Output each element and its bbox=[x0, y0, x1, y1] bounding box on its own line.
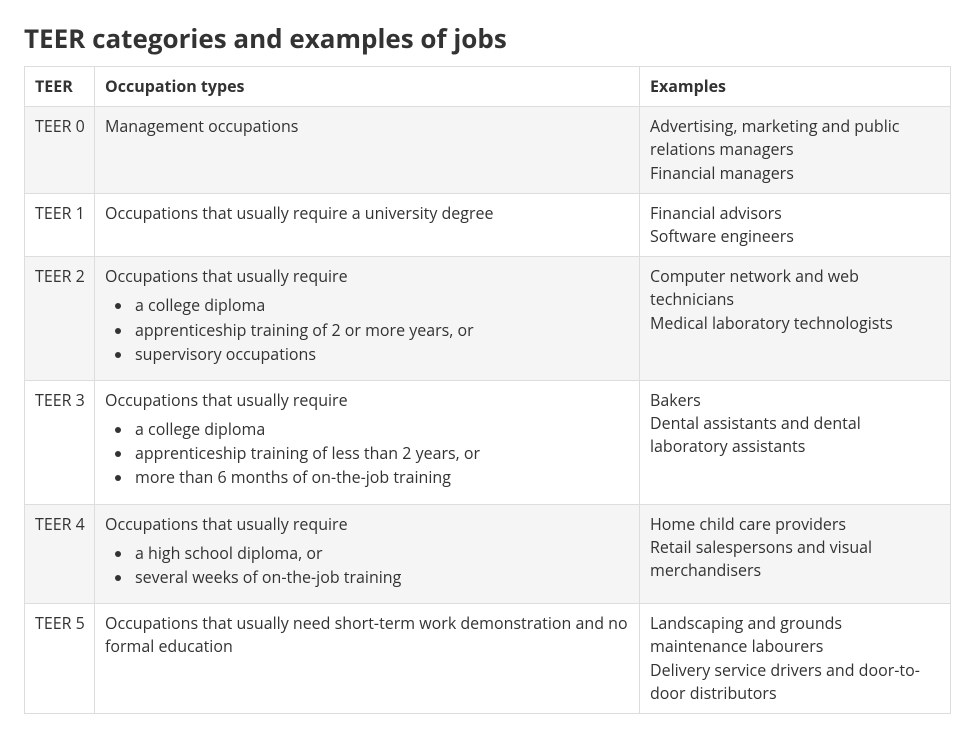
occupation-text: Occupations that usually need short-term… bbox=[105, 612, 629, 658]
occupation-bullets: a college diplomaapprenticeship training… bbox=[105, 418, 629, 490]
examples-cell: Financial advisorsSoftware engineers bbox=[640, 193, 951, 256]
col-header-occupation: Occupation types bbox=[95, 67, 640, 107]
occupation-text: Occupations that usually require bbox=[105, 513, 629, 536]
occupation-text: Management occupations bbox=[105, 115, 629, 138]
example-line: Home child care providers bbox=[650, 513, 940, 536]
teer-cell: TEER 4 bbox=[25, 504, 95, 604]
col-header-examples: Examples bbox=[640, 67, 951, 107]
occupation-text: Occupations that usually require a unive… bbox=[105, 202, 629, 225]
occupation-cell: Occupations that usually require a colleg… bbox=[95, 380, 640, 504]
occupation-cell: Occupations that usually need short-term… bbox=[95, 604, 640, 714]
example-line: Delivery service drivers and door-to-doo… bbox=[650, 659, 940, 705]
examples-cell: BakersDental assistants and dental labor… bbox=[640, 380, 951, 504]
example-line: Bakers bbox=[650, 389, 940, 412]
table-row: TEER 0 Management occupations Advertising,… bbox=[25, 107, 951, 194]
occupation-cell: Occupations that usually require a colleg… bbox=[95, 257, 640, 381]
table-header-row: TEER Occupation types Examples bbox=[25, 67, 951, 107]
teer-cell: TEER 0 bbox=[25, 107, 95, 194]
table-row: TEER 2 Occupations that usually require a … bbox=[25, 257, 951, 381]
table-row: TEER 5Occupations that usually need shor… bbox=[25, 604, 951, 714]
example-line: Dental assistants and dental laboratory … bbox=[650, 412, 940, 458]
occupation-bullet: a high school diploma, or bbox=[133, 542, 629, 565]
example-line: Computer network and web technicians bbox=[650, 265, 940, 311]
teer-cell: TEER 1 bbox=[25, 193, 95, 256]
occupation-bullets: a college diplomaapprenticeship training… bbox=[105, 294, 629, 366]
table-row: TEER 4 Occupations that usually require a … bbox=[25, 504, 951, 604]
example-line: Software engineers bbox=[650, 225, 940, 248]
examples-cell: Computer network and web techniciansMedi… bbox=[640, 257, 951, 381]
occupation-bullet: a college diploma bbox=[133, 418, 629, 441]
occupation-bullet: several weeks of on-the-job training bbox=[133, 566, 629, 589]
occupation-cell: Management occupations bbox=[95, 107, 640, 194]
example-line: Retail salespersons and visual merchandi… bbox=[650, 536, 940, 582]
teer-cell: TEER 3 bbox=[25, 380, 95, 504]
table-row: TEER 3 Occupations that usually require a … bbox=[25, 380, 951, 504]
teer-cell: TEER 2 bbox=[25, 257, 95, 381]
example-line: Medical laboratory technologists bbox=[650, 312, 940, 335]
table-row: TEER 1 Occupations that usually require a… bbox=[25, 193, 951, 256]
example-line: Financial advisors bbox=[650, 202, 940, 225]
example-line: Landscaping and grounds maintenance labo… bbox=[650, 612, 940, 658]
examples-cell: Landscaping and grounds maintenance labo… bbox=[640, 604, 951, 714]
example-line: Financial managers bbox=[650, 162, 940, 185]
occupation-bullet: apprenticeship training of 2 or more yea… bbox=[133, 319, 629, 342]
occupation-cell: Occupations that usually require a high s… bbox=[95, 504, 640, 604]
occupation-bullet: supervisory occupations bbox=[133, 343, 629, 366]
occupation-bullet: more than 6 months of on-the-job trainin… bbox=[133, 466, 629, 489]
occupation-bullets: a high school diploma, orseveral weeks o… bbox=[105, 542, 629, 589]
teer-table: TEER Occupation types Examples TEER 0 Man… bbox=[24, 66, 951, 714]
occupation-bullet: a college diploma bbox=[133, 294, 629, 317]
teer-cell: TEER 5 bbox=[25, 604, 95, 714]
occupation-text: Occupations that usually require bbox=[105, 389, 629, 412]
page-title: TEER categories and examples of jobs bbox=[24, 20, 951, 56]
occupation-cell: Occupations that usually require a unive… bbox=[95, 193, 640, 256]
examples-cell: Advertising, marketing and public relati… bbox=[640, 107, 951, 194]
occupation-text: Occupations that usually require bbox=[105, 265, 629, 288]
occupation-bullet: apprenticeship training of less than 2 y… bbox=[133, 442, 629, 465]
col-header-teer: TEER bbox=[25, 67, 95, 107]
examples-cell: Home child care providersRetail salesper… bbox=[640, 504, 951, 604]
example-line: Advertising, marketing and public relati… bbox=[650, 115, 940, 161]
